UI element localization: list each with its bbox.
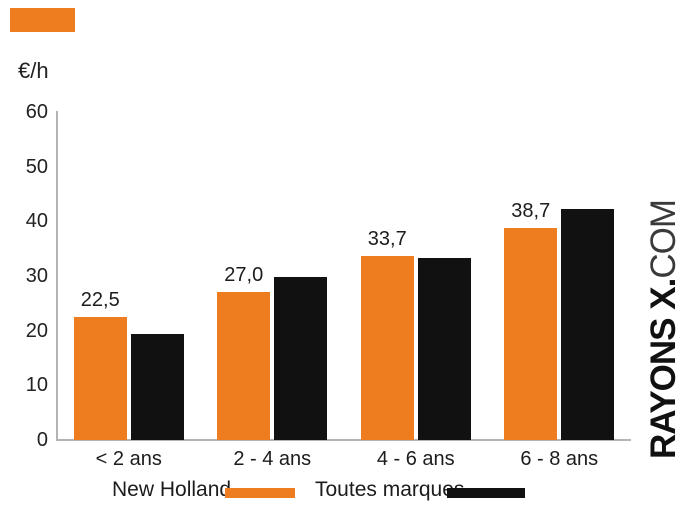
y-axis-tick-label: 50 [25,155,48,178]
bar-toutes-marques [561,208,615,440]
bar-value-label: 27,0 [224,264,264,287]
bar-new-holland [360,255,414,440]
x-axis-line [56,439,631,441]
x-axis-category-label: < 2 ans [95,448,162,470]
legend-swatch-new-holland [225,488,295,498]
bar-value-label: 22,5 [80,289,120,311]
bar-new-holland [217,292,271,440]
legend-label-toutes-marques: Toutes marques [315,478,465,501]
bar-value-label: 38,7 [511,200,551,223]
y-axis-line [56,111,58,441]
x-axis-category-label: 6 - 8 ans [520,448,599,470]
legend-label-new-holland: New Holland [112,478,232,501]
bar-value-label: 33,7 [367,227,407,250]
brand-color-mark [10,8,75,32]
bar-new-holland [73,317,127,440]
watermark-rayonsx: RAYONS X.COM [644,189,688,459]
y-axis-tick-label: 40 [25,210,48,233]
legend-swatch-toutes-marques [447,488,525,498]
y-axis-tick-label: 10 [25,374,48,397]
y-axis-tick-label: 30 [25,265,48,287]
y-axis-tick-label: 0 [36,429,48,451]
bar-new-holland [504,228,558,440]
y-axis-tick-label: 60 [25,101,48,123]
watermark-bold-text: RAYONS X. [644,278,683,459]
y-axis-unit-label: €/h [18,58,49,83]
bar-toutes-marques [274,277,328,440]
x-axis-category-label: 4 - 6 ans [376,448,455,470]
y-axis-tick-label: 20 [25,319,48,342]
bar-toutes-marques [130,333,184,440]
watermark-light-text: COM [644,200,683,279]
bar-toutes-marques [417,257,471,440]
x-axis-category-label: 2 - 4 ans [233,448,312,470]
